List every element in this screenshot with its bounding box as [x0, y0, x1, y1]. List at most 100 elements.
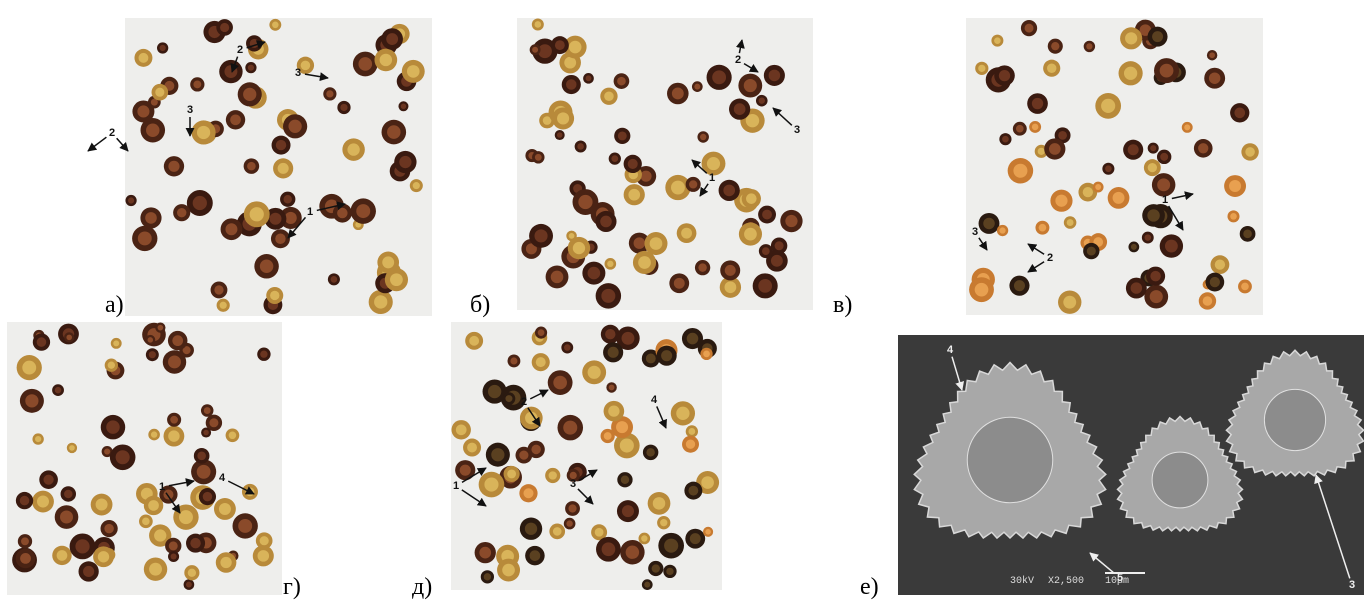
pollen-core [557, 112, 570, 125]
pollen-core [230, 114, 241, 126]
pollen-core [1123, 66, 1138, 80]
panel-label: б) [470, 292, 490, 318]
pollen-core [64, 489, 73, 499]
pollen-core [269, 212, 282, 225]
pollen-core [660, 519, 668, 527]
pollen-core [107, 361, 115, 369]
annotation-arrow [461, 489, 487, 507]
panel [7, 322, 282, 595]
pollen-core [159, 44, 166, 52]
pollen-core [604, 91, 614, 102]
pollen-core [35, 435, 42, 443]
pollen-core [542, 116, 552, 125]
pollen-core [685, 439, 696, 449]
pollen-core [633, 237, 646, 249]
pollen-core [594, 527, 604, 537]
pollen-core [21, 537, 29, 546]
pollen-core [412, 182, 420, 190]
pollen-core [534, 229, 548, 243]
pollen-core [386, 33, 399, 45]
pollen-core [700, 133, 707, 141]
pollen-core [300, 60, 311, 71]
pollen-core [469, 335, 480, 346]
pollen-core [284, 211, 297, 224]
pollen-core [1139, 24, 1152, 36]
annotation-number: 5 [1117, 572, 1123, 584]
pollen-core [288, 119, 302, 133]
sem-grain-fold [1263, 388, 1327, 452]
pollen-core [525, 243, 537, 255]
pollen-core [25, 394, 39, 408]
pollen-core [113, 340, 120, 347]
annotation-arrow [1314, 474, 1351, 579]
pollen-core [688, 485, 699, 496]
sem-scale-text: 30kV [1010, 575, 1034, 587]
micrograph [7, 322, 282, 595]
pollen-core [563, 420, 578, 435]
pollen-core [146, 123, 160, 137]
pollen-core [628, 188, 641, 201]
pollen-core [170, 415, 178, 424]
annotation-arrow [529, 389, 549, 400]
pollen-core [689, 533, 701, 545]
pollen-core [330, 276, 338, 283]
pollen-core [149, 562, 162, 576]
sem-scale-text: X2,500 [1048, 576, 1084, 587]
pollen-core [689, 180, 698, 189]
pollen-core [220, 556, 232, 569]
pollen-core [535, 357, 546, 368]
pollen-core [1245, 147, 1255, 157]
pollen-core [552, 527, 562, 536]
pollen-core [249, 207, 264, 222]
pollen-core [243, 87, 257, 101]
pollen-core [97, 551, 110, 563]
annotation-number: 4 [651, 394, 658, 406]
pollen-core [644, 581, 651, 588]
pollen-core [621, 331, 635, 345]
pollen-core [147, 337, 154, 343]
annotation-arrow [1027, 261, 1045, 273]
annotation-arrow [951, 356, 964, 391]
pollen-core [723, 184, 736, 197]
pollen-core [534, 153, 542, 161]
pollen-core [224, 65, 238, 79]
pollen-core [138, 52, 149, 63]
pollen-core [1130, 282, 1143, 294]
pollen-core [652, 497, 666, 510]
annotation-number: 4 [947, 344, 954, 356]
pollen-core [95, 498, 108, 511]
pollen-core [566, 79, 577, 90]
pollen-core [564, 56, 577, 69]
pollen-core [455, 424, 467, 436]
pollen-core [157, 324, 164, 331]
pollen-core [505, 395, 513, 403]
pollen-core [676, 406, 690, 420]
pollen-core [762, 209, 772, 220]
pollen-core [768, 69, 781, 82]
pollen-core [219, 301, 227, 309]
pollen-core [1144, 234, 1152, 241]
pollen-core [56, 550, 68, 561]
pollen-core [225, 223, 238, 236]
pollen-core [1243, 229, 1252, 239]
annotation-number: 4 [219, 472, 226, 484]
annotation-number: 3 [1349, 579, 1355, 591]
pollen-core [382, 256, 395, 269]
pollen-core [605, 329, 616, 340]
pollen-core [483, 573, 492, 581]
pollen-core [743, 78, 757, 93]
pollen-core [537, 44, 552, 59]
pollen-core [190, 537, 201, 549]
pollen-core [745, 113, 760, 128]
pollen-core [651, 564, 660, 573]
pollen-core [358, 57, 373, 71]
pollen-core [127, 197, 135, 204]
pollen-core [1051, 42, 1060, 51]
pollen-core [172, 335, 184, 347]
pollen-core [554, 40, 565, 51]
panel-label: е) [860, 574, 879, 600]
pollen-core [1152, 31, 1164, 43]
annotation-arrow [578, 469, 598, 482]
pollen-core [1066, 219, 1074, 226]
pollen-core [577, 143, 584, 150]
